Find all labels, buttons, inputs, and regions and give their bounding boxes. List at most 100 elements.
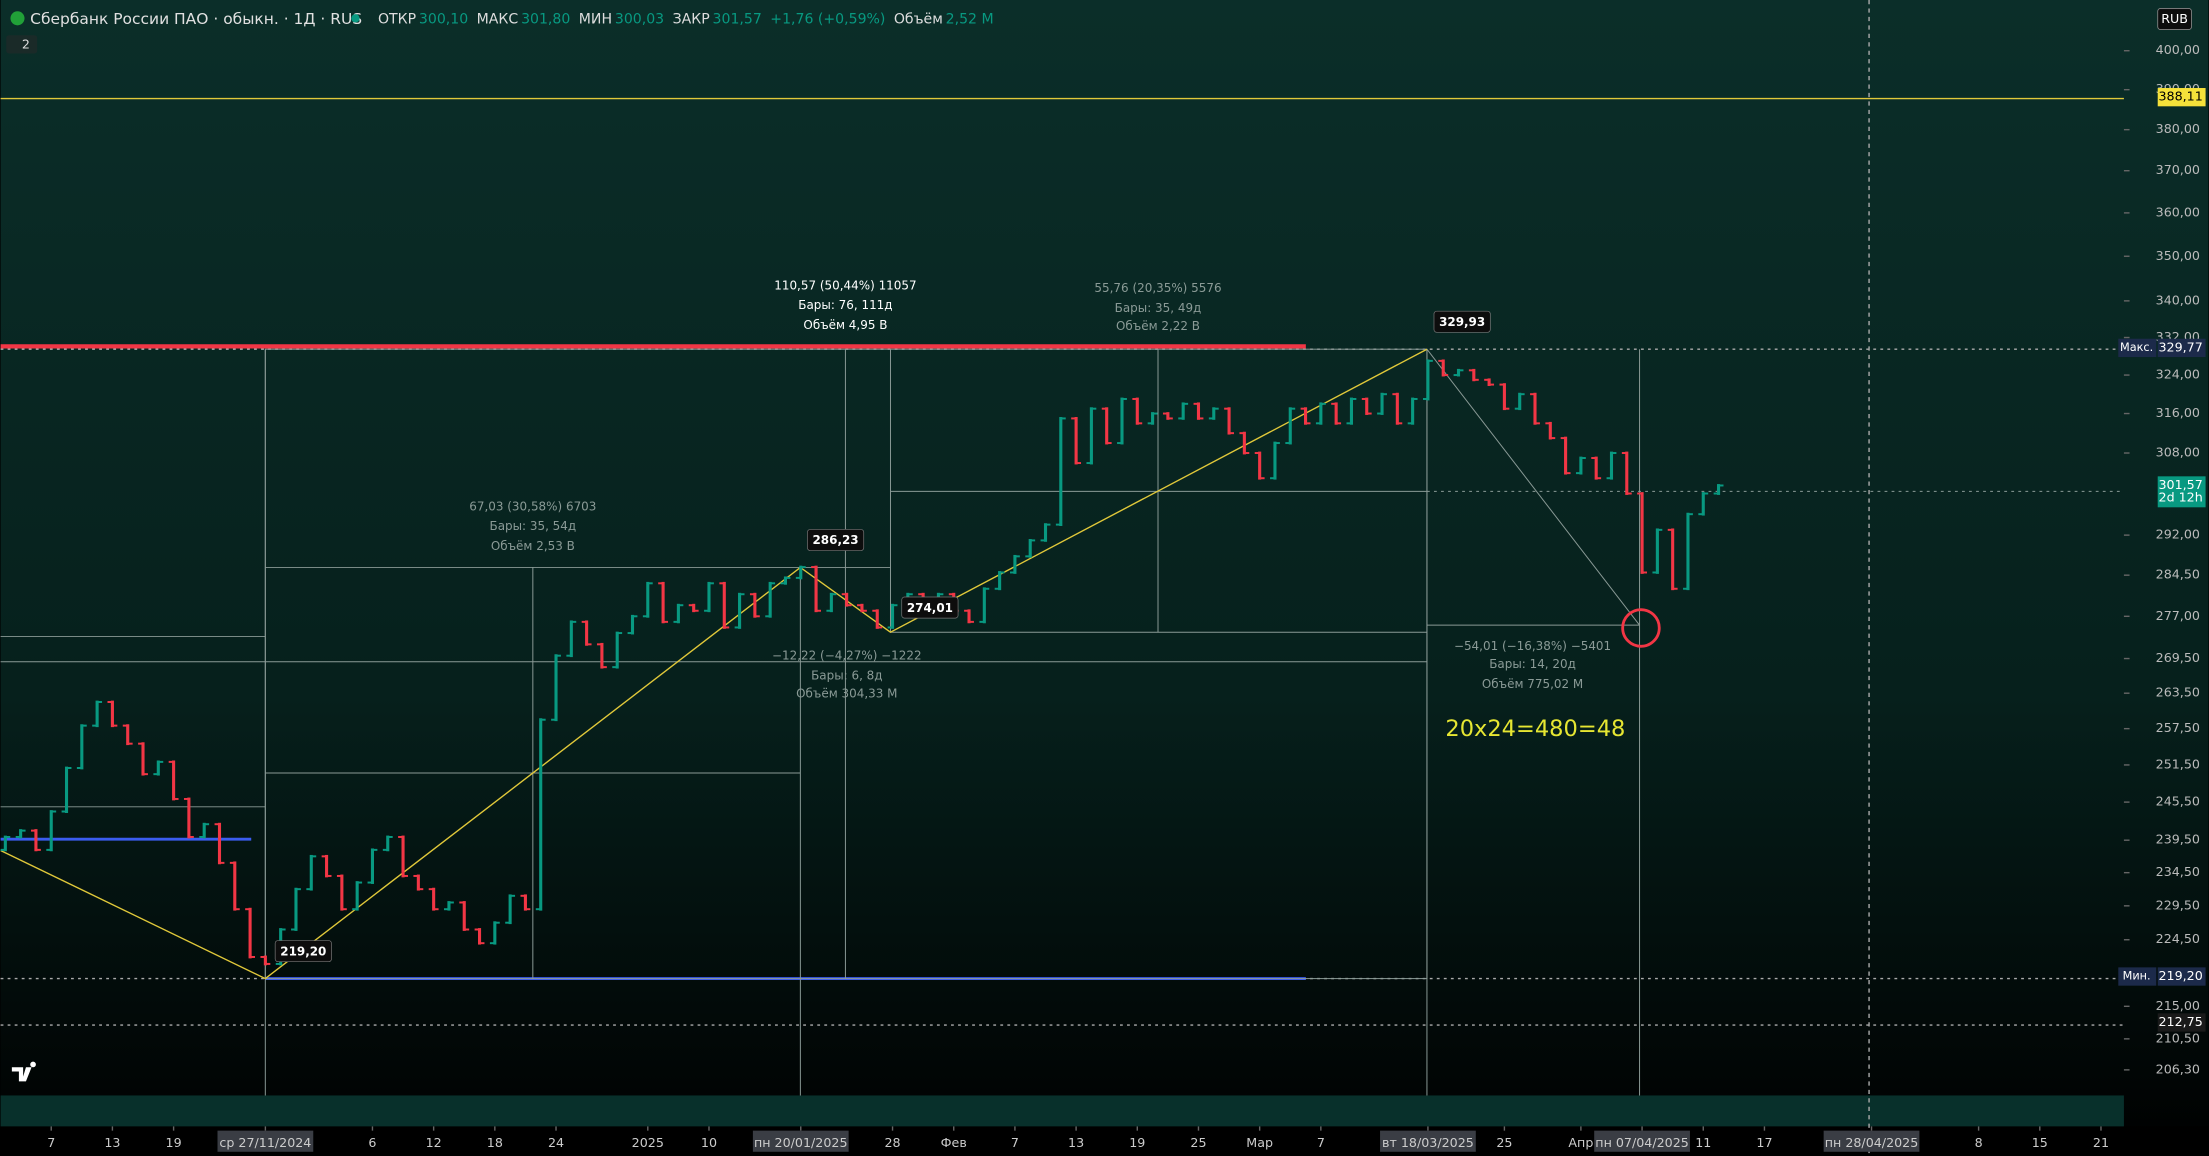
- price-badge-label: 388,11: [2158, 89, 2202, 104]
- y-tick-label: 400,00: [2156, 42, 2200, 57]
- price-badge: [2157, 338, 2206, 358]
- price-tag: 329,93: [1439, 315, 1485, 329]
- measure-text: Объём 2,53 B: [491, 539, 575, 553]
- x-tick-label: 19: [166, 1135, 182, 1150]
- measure-text: 67,03 (30,58%) 6703: [469, 499, 596, 513]
- x-tick-label: пн 28/04/2025: [1825, 1135, 1919, 1150]
- x-tick-label: 7: [47, 1135, 55, 1150]
- currency-button[interactable]: [2157, 8, 2192, 30]
- bars: [0, 359, 1724, 966]
- y-tick-label: 340,00: [2156, 292, 2200, 307]
- y-tick-label: 380,00: [2156, 121, 2200, 136]
- measure-text: Объём 304,33 M: [796, 687, 897, 701]
- measure-text: 110,57 (50,44%) 11057: [774, 278, 916, 292]
- measure-text: Бары: 14, 20д: [1489, 657, 1576, 671]
- x-tick-label: пн 07/04/2025: [1595, 1135, 1689, 1150]
- y-tick-label: 234,50: [2156, 864, 2200, 879]
- y-tick-label: 251,50: [2156, 756, 2200, 771]
- currency: RUB: [2161, 11, 2188, 26]
- indicator-toggle[interactable]: [6, 35, 38, 54]
- x-tick-label: Фев: [941, 1135, 967, 1150]
- price-tag-badge: [2118, 967, 2157, 986]
- circle-mark: [1621, 608, 1661, 648]
- y-tick-label: 229,50: [2156, 897, 2200, 912]
- x-tick-label: 8: [1975, 1135, 1983, 1150]
- x-tick-label: 17: [1756, 1135, 1772, 1150]
- y-tick-label: 224,50: [2156, 931, 2200, 946]
- price-badge-label: 212,75: [2158, 1014, 2202, 1029]
- x-tick-label: Апр: [1568, 1135, 1593, 1150]
- symbol: Сбербанк России ПАО · обыкн. · 1Д · RUS: [30, 10, 362, 28]
- field-label: ЗАКР: [673, 12, 711, 28]
- measure-text: Бары: 76, 111д: [798, 298, 892, 312]
- y-tick-label: 245,50: [2156, 794, 2200, 809]
- x-tick-label: 15: [2032, 1135, 2048, 1150]
- field-label: МАКС: [477, 12, 519, 28]
- price-tag: 274,01: [907, 601, 953, 615]
- measure-text: Бары: 6, 8д: [811, 668, 882, 682]
- x-tick-badge: [1823, 1130, 1920, 1152]
- y-tick-label: 210,50: [2156, 1030, 2200, 1045]
- price-badge: [2157, 88, 2206, 107]
- y-tick-label: 206,30: [2156, 1061, 2200, 1076]
- price-tag: Макс.: [2120, 341, 2153, 354]
- y-tick-label: 284,50: [2156, 567, 2200, 582]
- measure-text: −54,01 (−16,38%) −5401: [1454, 639, 1611, 653]
- measure-text: Объём 775,02 M: [1482, 677, 1583, 691]
- price-badge: [2157, 476, 2206, 508]
- price-badge: [2157, 1013, 2206, 1032]
- y-tick-label: 308,00: [2156, 445, 2200, 460]
- measure-text: 55,76 (20,35%) 5576: [1094, 281, 1221, 295]
- field-label: ОТКР: [378, 12, 417, 28]
- field-value: 300,03: [615, 12, 664, 28]
- y-tick-label: 292,00: [2156, 527, 2200, 542]
- y-tick-label: 350,00: [2156, 248, 2200, 263]
- annotation-texts: 110,57 (50,44%) 11057 Бары: 76, 111д Объ…: [274, 278, 1625, 963]
- x-tick-badge: [217, 1130, 314, 1152]
- change: +1,76 (+0,59%): [770, 12, 885, 28]
- x-tick-label: вт 18/03/2025: [1382, 1135, 1474, 1150]
- y-tick-label: 263,50: [2156, 685, 2200, 700]
- y-tick-label: 316,00: [2156, 405, 2200, 420]
- field-value: 301,57: [713, 12, 762, 28]
- status-dot: [351, 14, 360, 23]
- x-tick-label: 25: [1496, 1135, 1512, 1150]
- y-tick-label: 360,00: [2156, 204, 2200, 219]
- y-tick-label: 215,00: [2156, 998, 2200, 1013]
- x-tick-label: 28: [884, 1135, 900, 1150]
- price-tag: 286,23: [812, 533, 858, 547]
- x-tick-label: 6: [368, 1135, 376, 1150]
- logo: [10, 11, 25, 26]
- x-tick-label: Мар: [1246, 1135, 1273, 1150]
- price-badge-label: 329,77: [2158, 339, 2202, 354]
- price-tag: Мин.: [2123, 970, 2151, 983]
- x-tick-label: 12: [426, 1135, 442, 1150]
- indicator-count: 2: [22, 37, 30, 52]
- x-tick-label: 2025: [632, 1135, 664, 1150]
- tv-logo: [11, 1061, 36, 1082]
- x-tick-label: 7: [1317, 1135, 1325, 1150]
- x-tick-label: пн 20/01/2025: [754, 1135, 848, 1150]
- y-tick-label: 324,00: [2156, 367, 2200, 382]
- field-label: МИН: [579, 12, 612, 28]
- field-value: 300,10: [419, 12, 468, 28]
- x-tick-label: 21: [2093, 1135, 2109, 1150]
- drawings: [0, 0, 2124, 1156]
- x-tick-label: 10: [701, 1135, 717, 1150]
- measure-text: Бары: 35, 54д: [490, 519, 577, 533]
- x-tick-badge: [752, 1130, 849, 1152]
- x-tick-badge: [1380, 1130, 1476, 1152]
- y-tick-label: 239,50: [2156, 832, 2200, 847]
- x-tick-badge: [1594, 1130, 1690, 1152]
- price-badge: [2157, 967, 2206, 986]
- price-tag-badge: [2118, 338, 2157, 358]
- x-tick-label: 18: [487, 1135, 503, 1150]
- x-tick-label: 7: [1011, 1135, 1019, 1150]
- field-value: 301,80: [521, 12, 570, 28]
- x-tick-label: 11: [1695, 1135, 1711, 1150]
- x-tick-label: 13: [1068, 1135, 1084, 1150]
- y-tick-label: 277,00: [2156, 608, 2200, 623]
- x-tick-label: 13: [104, 1135, 120, 1150]
